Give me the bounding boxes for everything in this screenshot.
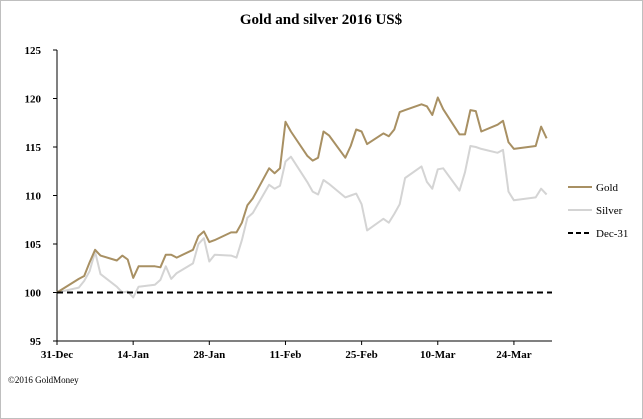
- y-tick-label: 110: [25, 191, 41, 203]
- x-tick-labels: 31-Dec 14-Jan 28-Jan 11-Feb 25-Feb 10-Mar 24-M…: [41, 349, 532, 361]
- y-tick-labels: 95 100 105 110 115 120 125: [25, 45, 42, 348]
- x-tick-label: 11-Feb: [270, 349, 302, 361]
- x-tick-label: 25-Feb: [345, 349, 377, 361]
- legend-label-silver: Silver: [596, 205, 623, 217]
- x-tick-label: 28-Jan: [193, 349, 225, 361]
- y-tick-label: 115: [25, 142, 41, 154]
- legend-label-gold: Gold: [596, 182, 619, 194]
- series-lines: [56, 96, 552, 299]
- axes: [53, 49, 552, 345]
- legend: Gold Silver Dec-31: [568, 182, 628, 240]
- x-tick-label: 14-Jan: [117, 349, 149, 361]
- copyright-note: ©2016 GoldMoney: [8, 375, 79, 385]
- x-tick-label: 10-Mar: [420, 349, 456, 361]
- x-tick-label: 24-Mar: [496, 349, 532, 361]
- legend-label-dec-31: Dec-31: [596, 228, 628, 240]
- y-tick-label: 100: [25, 288, 42, 300]
- chart-title: Gold and silver 2016 US$: [240, 12, 403, 28]
- series-line-silver: [56, 145, 548, 299]
- y-tick-label: 95: [30, 336, 42, 348]
- y-tick-label: 105: [25, 239, 42, 251]
- x-tick-label: 31-Dec: [41, 349, 73, 361]
- y-tick-label: 120: [25, 94, 42, 106]
- series-line-gold: [56, 96, 548, 294]
- y-tick-label: 125: [25, 45, 42, 57]
